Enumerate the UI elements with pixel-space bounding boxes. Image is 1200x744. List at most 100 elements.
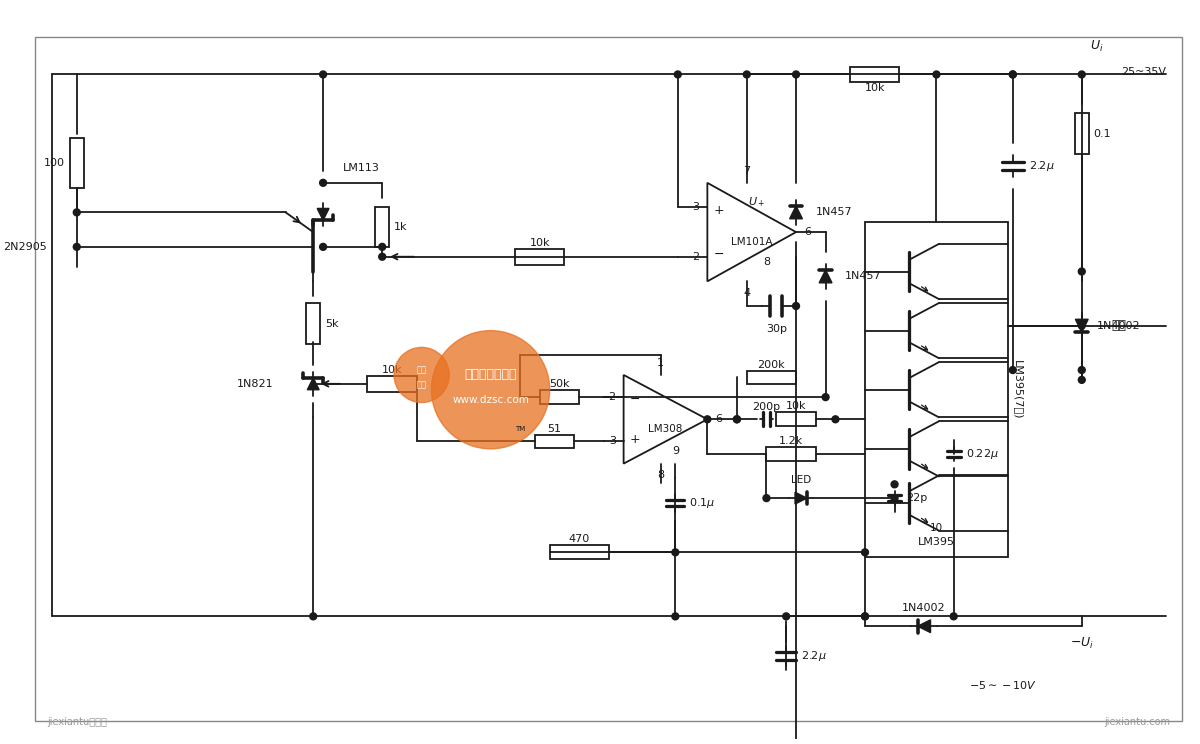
Bar (306, 303, 320, 344)
Text: 1N4002: 1N4002 (902, 603, 946, 614)
Circle shape (892, 495, 898, 501)
Circle shape (782, 613, 790, 620)
Circle shape (319, 243, 326, 250)
Circle shape (1009, 71, 1016, 78)
Circle shape (704, 416, 710, 423)
Text: 2.2$\mu$: 2.2$\mu$ (800, 649, 827, 663)
Text: 10: 10 (930, 523, 943, 533)
Text: TM: TM (515, 426, 526, 432)
Bar (535, 434, 575, 449)
Text: 2: 2 (608, 392, 616, 402)
Text: 10k: 10k (529, 238, 550, 248)
Text: 30p: 30p (766, 324, 787, 333)
Text: LM101A: LM101A (731, 237, 773, 247)
Text: www.dzsc.com: www.dzsc.com (452, 394, 529, 405)
Text: 2N2905: 2N2905 (4, 242, 47, 252)
Circle shape (950, 613, 958, 620)
Text: 全球: 全球 (416, 365, 427, 374)
Circle shape (1079, 322, 1085, 329)
Text: 0.1: 0.1 (1093, 129, 1111, 138)
Polygon shape (1075, 319, 1088, 332)
Bar (776, 412, 816, 426)
Polygon shape (790, 206, 803, 219)
Text: 200k: 200k (757, 359, 785, 370)
Circle shape (862, 613, 869, 620)
Circle shape (432, 330, 550, 449)
Bar (515, 248, 564, 265)
Circle shape (319, 71, 326, 78)
Circle shape (379, 253, 385, 260)
Text: jiexiantu综线图: jiexiantu综线图 (47, 716, 107, 727)
Text: LM308: LM308 (648, 424, 683, 434)
Text: +: + (630, 433, 641, 446)
Circle shape (763, 495, 770, 501)
Text: 1N4002: 1N4002 (1097, 321, 1140, 330)
Bar (376, 208, 389, 247)
Circle shape (394, 347, 449, 403)
Text: 1k: 1k (394, 222, 408, 232)
Bar (540, 390, 580, 404)
Circle shape (379, 243, 385, 250)
Text: $-U_i$: $-U_i$ (1069, 636, 1093, 652)
Bar (367, 376, 416, 391)
Circle shape (672, 549, 679, 556)
Text: 0.1$\mu$: 0.1$\mu$ (689, 496, 715, 510)
Text: 采购: 采购 (416, 380, 427, 389)
Text: jiexiantu.com: jiexiantu.com (1104, 716, 1170, 727)
Polygon shape (317, 208, 329, 220)
Text: 100: 100 (44, 158, 65, 168)
Text: 9: 9 (672, 446, 679, 456)
Text: 50k: 50k (550, 379, 570, 389)
Bar (851, 66, 900, 83)
Text: 25~35V: 25~35V (1121, 68, 1166, 77)
Text: 8: 8 (763, 257, 770, 266)
Text: 1N457: 1N457 (816, 208, 852, 217)
Text: 2.2$\mu$: 2.2$\mu$ (1028, 159, 1055, 173)
Text: 6: 6 (715, 414, 722, 424)
Circle shape (1009, 367, 1016, 373)
Text: $U_i$: $U_i$ (1090, 39, 1103, 54)
Text: LM113: LM113 (343, 163, 379, 173)
Text: 200p: 200p (752, 403, 780, 412)
Circle shape (1079, 376, 1085, 383)
Text: 10k: 10k (865, 83, 886, 93)
Text: 7: 7 (743, 166, 750, 176)
Circle shape (73, 209, 80, 216)
Circle shape (733, 416, 740, 423)
Circle shape (743, 71, 750, 78)
Circle shape (792, 71, 799, 78)
Text: +: + (714, 204, 725, 217)
Text: 1N821: 1N821 (238, 379, 274, 389)
Circle shape (1079, 367, 1085, 373)
Text: 2: 2 (692, 251, 700, 262)
Polygon shape (820, 270, 832, 283)
Text: 3: 3 (608, 437, 616, 446)
Circle shape (862, 549, 869, 556)
Circle shape (862, 613, 869, 620)
Text: 1: 1 (658, 358, 664, 368)
Text: −: − (630, 393, 641, 405)
Text: LM395(7只): LM395(7只) (1013, 360, 1022, 420)
Text: 1N457: 1N457 (845, 272, 882, 281)
Text: 0.22$\mu$: 0.22$\mu$ (966, 447, 998, 461)
Circle shape (832, 416, 839, 423)
Text: 3: 3 (692, 202, 700, 213)
Text: 470: 470 (569, 534, 590, 545)
Bar (70, 138, 84, 187)
Polygon shape (307, 378, 319, 390)
Bar (767, 447, 816, 461)
Circle shape (892, 481, 898, 488)
Text: 5k: 5k (325, 318, 338, 329)
Bar (865, 222, 1008, 557)
Bar (746, 371, 796, 385)
Polygon shape (918, 620, 930, 632)
Text: 输出: 输出 (1111, 319, 1127, 332)
Text: 10k: 10k (786, 402, 806, 411)
Circle shape (672, 613, 679, 620)
Polygon shape (796, 493, 806, 504)
Circle shape (1079, 268, 1085, 275)
Circle shape (792, 303, 799, 310)
Circle shape (310, 613, 317, 620)
Text: −: − (714, 248, 725, 261)
Bar (550, 545, 608, 559)
